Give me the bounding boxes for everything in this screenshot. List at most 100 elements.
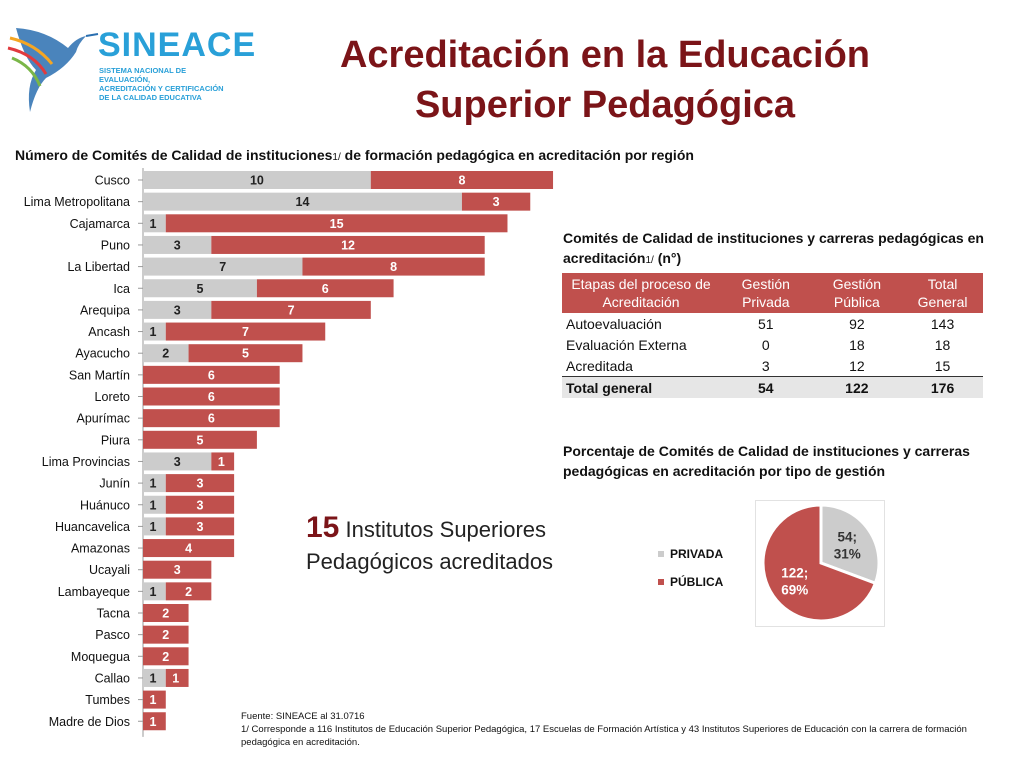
data-label-publica: 1 [150, 693, 157, 707]
accreditation-table: Etapas del proceso de Acreditación Gesti… [562, 273, 983, 398]
bar-privada [143, 235, 212, 254]
bar-publica [165, 668, 189, 687]
bar-privada [143, 517, 166, 536]
data-label-publica: 3 [196, 477, 203, 491]
table-cell: Evaluación Externa [566, 336, 687, 353]
category-label: Junín [99, 477, 130, 491]
bar-publica [143, 430, 257, 449]
accredited-text-1: Institutos Superiores [339, 517, 547, 542]
footnotes: Fuente: SINEACE al 31.0716 1/ Correspond… [241, 710, 1001, 749]
header-publica: Gestión Pública [811, 273, 903, 313]
table-cell: 18 [934, 336, 951, 353]
data-label-privada: 3 [174, 238, 181, 252]
bar-publica [143, 647, 189, 666]
pie-slice-publica [761, 503, 878, 623]
category-label: Callao [95, 671, 130, 685]
bar-publica [165, 322, 326, 341]
bar-publica [165, 495, 235, 514]
bar-privada [143, 322, 166, 341]
bar-publica [211, 300, 371, 319]
data-label-privada: 1 [150, 585, 157, 599]
bar-privada [143, 495, 166, 514]
table-cell: 0 [761, 336, 770, 353]
table-cell: 54 [720, 376, 812, 398]
bar-privada [143, 257, 303, 276]
category-label: Ancash [88, 325, 130, 339]
bar-publica [370, 171, 554, 189]
bar-publica [143, 387, 280, 406]
data-label-publica: 1 [218, 455, 225, 469]
bar-publica [256, 279, 394, 298]
category-label: Lambayeque [58, 585, 130, 599]
data-label-publica: 3 [196, 520, 203, 534]
category-label: Tumbes [85, 693, 130, 707]
bar-publica [143, 712, 166, 731]
table-cell: 12 [849, 357, 865, 374]
page-title-line1: Acreditación en la Educación [339, 34, 871, 76]
data-label-privada: 1 [150, 217, 157, 231]
category-label: Moquegua [71, 650, 130, 664]
table-row: Autoevaluación 51 92 143 [562, 313, 983, 334]
pie-chart-title: Porcentaje de Comités de Calidad de inst… [563, 443, 970, 479]
data-label-privada: 2 [162, 347, 169, 361]
data-label-publica: 5 [196, 433, 203, 447]
category-label: Lima Metropolitana [24, 195, 130, 209]
source-note: Fuente: SINEACE al 31.0716 [241, 711, 365, 722]
bar-publica [302, 257, 485, 276]
data-label-publica: 2 [162, 650, 169, 664]
table-cell: 15 [934, 357, 951, 374]
bar-publica [461, 192, 531, 211]
data-label-privada: 3 [174, 455, 181, 469]
category-label: Tacna [97, 607, 130, 621]
bar-privada [143, 668, 166, 687]
bar-privada [143, 582, 166, 601]
accredited-highlight: 15 Institutos Superiores Pedagógicos acr… [306, 512, 553, 578]
table-cell: 3 [761, 357, 770, 374]
data-label-privada: 7 [219, 260, 226, 274]
data-label-publica: 7 [242, 325, 249, 339]
data-label-publica: 1 [150, 715, 157, 729]
hummingbird-icon [7, 28, 99, 112]
pie-label-privada: 54; [837, 529, 857, 544]
table-cell: Acreditada [566, 357, 633, 374]
bar-publica [188, 344, 303, 363]
bar-privada [143, 214, 166, 233]
data-label-privada: 10 [250, 174, 264, 188]
bar-publica [143, 625, 189, 644]
category-label: Amazonas [71, 542, 130, 556]
bar-privada [143, 452, 212, 471]
bar-privada [143, 474, 166, 493]
data-label-publica: 2 [162, 628, 169, 642]
header-total: Total General [902, 273, 983, 313]
bar-chart-title: Número de Comités de Calidad de instituc… [15, 147, 694, 163]
category-label: Huancavelica [55, 520, 130, 534]
data-label-publica: 8 [390, 260, 397, 274]
bar-publica [211, 452, 235, 471]
bar-privada [143, 171, 371, 189]
header-privada: Gestión Privada [720, 273, 812, 313]
pie-slice-privada [819, 503, 881, 586]
pie-chart: 54; 31% 122; 69% [761, 503, 881, 623]
legend-label-publica: PÚBLICA [670, 575, 724, 589]
bar-privada [143, 279, 257, 298]
data-label-publica: 6 [322, 282, 329, 296]
category-label: Huánuco [80, 498, 130, 512]
table-header-row: Etapas del proceso de Acreditación Gesti… [562, 273, 983, 313]
data-label-privada: 1 [150, 325, 157, 339]
pie-legend: PRIVADA PÚBLICA [658, 540, 723, 596]
category-label: Puno [101, 238, 130, 252]
data-label-publica: 3 [196, 498, 203, 512]
category-label: Ucayali [89, 563, 130, 577]
bar-publica [143, 409, 280, 428]
category-label: Cajamarca [70, 217, 130, 231]
data-label-privada: 1 [150, 477, 157, 491]
data-label-publica: 8 [458, 174, 465, 188]
bar-privada [143, 300, 212, 319]
legend-item-privada: PRIVADA [658, 540, 723, 568]
table-cell: 51 [758, 315, 774, 332]
category-label: La Libertad [67, 260, 130, 274]
data-label-privada: 1 [150, 671, 157, 685]
page-title-line2: Superior Pedagógica [414, 84, 796, 126]
data-label-privada: 1 [150, 498, 157, 512]
